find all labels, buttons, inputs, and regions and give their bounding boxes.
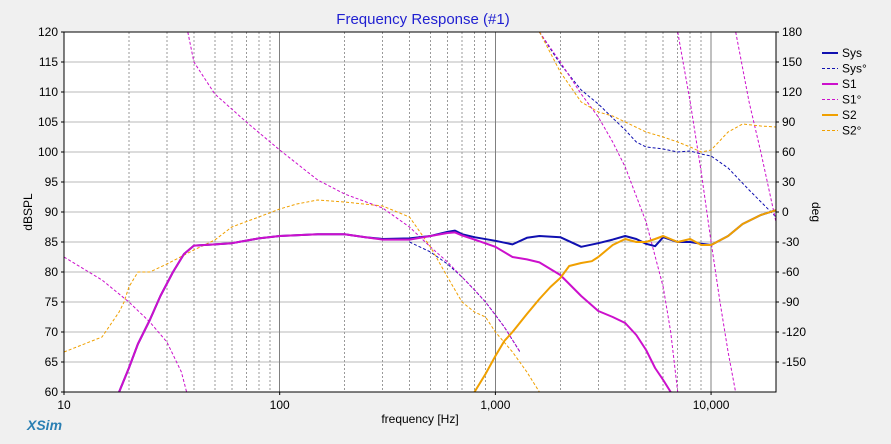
y2-tick-label: -60 — [782, 265, 800, 279]
y2-tick-label: -150 — [782, 355, 806, 369]
y2-tick-label: 120 — [782, 85, 802, 99]
y2-tick-label: 60 — [782, 145, 796, 159]
y-tick-label: 120 — [38, 25, 58, 39]
x-axis-title: frequency [Hz] — [381, 412, 458, 426]
y-tick-label: 75 — [45, 295, 59, 309]
xsim-logo: XSim — [26, 417, 62, 433]
y-tick-label: 95 — [45, 175, 59, 189]
y-axis-left: 60 65 70 75 80 85 90 95 100 105 110 115 120 — [38, 25, 64, 399]
x-tick-label: 1,000 — [480, 398, 510, 412]
legend-label-sys-phase: Sys° — [842, 62, 867, 76]
y-axis-right: -150 -120 -90 -60 -30 0 30 60 90 120 150 180 — [776, 25, 806, 369]
y-tick-label: 65 — [45, 355, 59, 369]
y2-tick-label: -120 — [782, 325, 806, 339]
y-tick-label: 85 — [45, 235, 59, 249]
y-tick-label: 110 — [39, 85, 58, 99]
legend-label-s2-phase: S2° — [842, 124, 862, 138]
y-tick-label: 115 — [39, 55, 58, 69]
y2-tick-label: -90 — [782, 295, 800, 309]
y-tick-label: 105 — [38, 115, 58, 129]
y-axis-title: dBSPL — [21, 193, 35, 231]
y2-tick-label: 180 — [782, 25, 802, 39]
series-line-s1 — [118, 231, 672, 393]
y-tick-label: 90 — [45, 205, 59, 219]
x-tick-label: 10 — [57, 398, 71, 412]
legend-label-s1: S1 — [842, 77, 857, 91]
series-line-s2 — [473, 209, 777, 393]
y-tick-label: 80 — [45, 265, 59, 279]
series-line-s2-phase — [63, 31, 777, 393]
y-tick-label: 100 — [38, 145, 58, 159]
y2-tick-label: 90 — [782, 115, 796, 129]
y2-tick-label: 0 — [782, 205, 789, 219]
y-tick-label: 70 — [45, 325, 59, 339]
x-axis: 10 100 1,000 10,000 — [57, 392, 730, 412]
y2-axis-title: deg — [809, 202, 823, 222]
y2-tick-label: 30 — [782, 175, 796, 189]
legend-label-s2: S2 — [842, 108, 857, 122]
x-tick-label: 10,000 — [693, 398, 730, 412]
grid-lines — [64, 32, 776, 392]
chart-title: Frequency Response (#1) — [336, 11, 509, 28]
legend-label-s1-phase: S1° — [842, 93, 862, 107]
legend-label-sys: Sys — [842, 46, 862, 60]
y-tick-label: 60 — [45, 385, 59, 399]
legend: Sys Sys°S1 S1°S2 S2° — [822, 46, 867, 138]
x-tick-label: 100 — [270, 398, 290, 412]
y2-tick-label: -30 — [782, 235, 800, 249]
series-lines — [63, 31, 777, 393]
y2-tick-label: 150 — [782, 55, 802, 69]
